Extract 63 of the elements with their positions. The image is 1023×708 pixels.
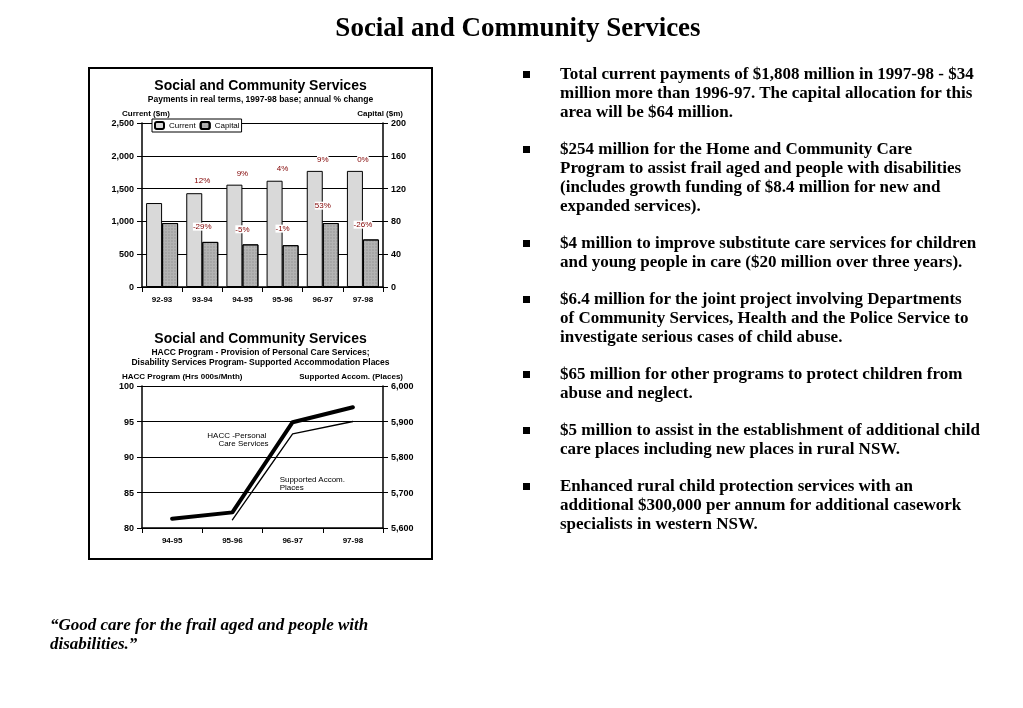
x-tick-label: 95-96 (222, 535, 244, 545)
x-tick-label: 96-97 (312, 294, 334, 304)
text: Enhanced rural child protection services with an additional $300,000 per annum for additional casework specialists in western NSW. (560, 476, 963, 533)
x-tick-label: 97-98 (342, 535, 364, 545)
y2-axis-title: Supported Accom. (Places) (299, 371, 404, 381)
y-tick-label: 500 (118, 249, 134, 260)
annotation: 9% (316, 154, 329, 164)
chart-title: Social and Community Services (154, 330, 367, 346)
y2-tick-label: 5,700 (391, 487, 414, 498)
text: $6.4 million for the joint project involving Departments of Community Services, Health and the Police Service to investigate serious cases of child abuse. (560, 289, 970, 346)
annotation: -29% (192, 222, 212, 232)
y2-tick-label: 5,600 (391, 523, 414, 533)
x-tick-label: 97-98 (352, 294, 374, 304)
x-tick-label: 93-94 (192, 294, 214, 304)
text: $5 million to assist in the establishment of additional child care places including new places in rural NSW. (560, 420, 980, 458)
y-tick-label: 1,000 (111, 216, 134, 227)
y2-tick-label: 6,000 (391, 381, 414, 391)
x-tick-label: 94-95 (232, 294, 254, 304)
legend-label: Capital (214, 121, 240, 130)
chart-title: Social and Community Services (154, 77, 367, 93)
text: $4 million to improve substitute care services for children and young people in care ($20 million over three years). (560, 233, 978, 271)
text: Total current payments of $1,808 million in 1997-98 - $34 million more than 1996-97. The capital allocation for this area will be $64 million. (560, 64, 975, 121)
y-tick-label: 0 (128, 282, 134, 292)
text: $65 million for other programs to protect children from abuse and neglect. (560, 364, 964, 402)
y-axis-title: Current ($m) (122, 108, 171, 118)
y-tick-label: 85 (123, 487, 134, 498)
chart-subtitle: HACC Program - Provision of Personal Care Services; Disability Services Program- Supported Accommodation Places (131, 347, 390, 367)
y2-tick-label: 0 (391, 282, 397, 292)
y2-tick-label: 5,800 (391, 452, 414, 462)
y2-axis-title: Capital ($m) (357, 108, 404, 118)
y-tick-label: 1,500 (111, 183, 134, 194)
annotation: -26% (353, 220, 373, 230)
x-tick-label: 96-97 (282, 535, 304, 545)
y2-tick-label: 5,900 (391, 416, 414, 427)
text: $254 million for the Home and Community Care Program to assist frail aged and people with disabilities (includes growth funding of $8.4 million for new and expanded services). (560, 139, 963, 215)
y-tick-label: 95 (123, 416, 134, 427)
y2-tick-label: 200 (391, 118, 407, 128)
y-tick-label: 2,500 (111, 118, 134, 128)
annotation: -1% (275, 224, 290, 234)
y2-tick-label: 40 (391, 249, 402, 260)
x-tick-label: 95-96 (272, 294, 294, 304)
y2-tick-label: 160 (391, 150, 407, 161)
x-tick-label: 94-95 (161, 535, 183, 545)
x-tick-label: 92-93 (151, 294, 173, 304)
series-label: HACC -Personal Care Services (207, 430, 269, 448)
y2-tick-label: 120 (391, 183, 407, 194)
text: Social and Community Services (334, 12, 702, 43)
annotation: -5% (235, 224, 250, 234)
y-tick-label: 80 (123, 523, 134, 533)
series-label: Supported Accom. Places (279, 475, 348, 493)
legend-label: Current (169, 121, 197, 130)
y2-tick-label: 80 (391, 216, 402, 227)
chart-subtitle: Payments in real terms, 1997-98 base; annual % change (147, 94, 374, 104)
y-tick-label: 90 (123, 452, 134, 462)
y-axis-title: HACC Program (Hrs 000s/Mnth) (122, 371, 243, 381)
y-tick-label: 2,000 (111, 150, 134, 161)
annotation: 4% (276, 164, 289, 174)
annotation: 9% (236, 169, 249, 179)
annotation: 0% (357, 155, 369, 165)
annotation: 53% (314, 201, 331, 211)
annotation: 12% (194, 176, 211, 186)
text: “Good care for the frail aged and people with disabilities.” (50, 615, 370, 653)
y-tick-label: 100 (118, 381, 134, 391)
